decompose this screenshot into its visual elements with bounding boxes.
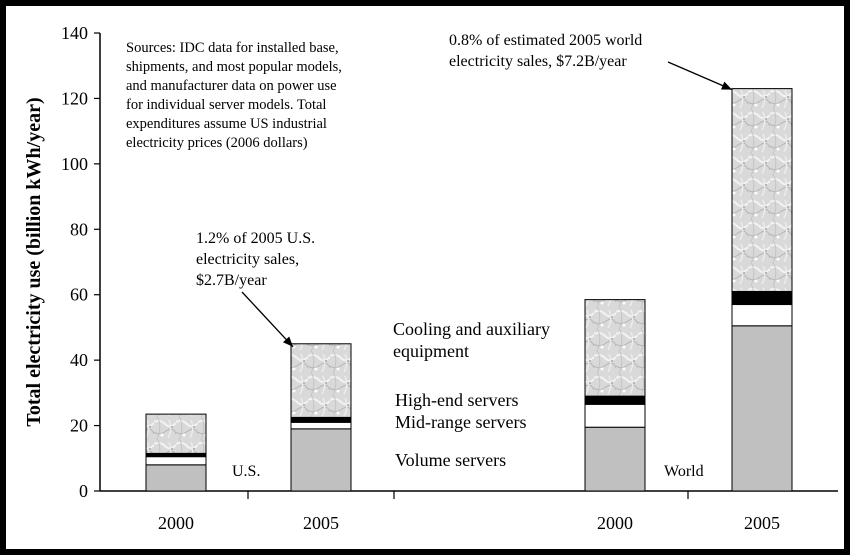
- annotation-arrows: [241, 61, 733, 348]
- bar-segment: [731, 304, 793, 327]
- legend-volume: Volume servers: [395, 450, 507, 470]
- bar-segment: [145, 464, 207, 492]
- bar-segment: [584, 426, 646, 492]
- legend-mid-range: Mid-range servers: [395, 412, 527, 432]
- bar-segment: [290, 343, 352, 418]
- world-2005-annotation: 0.8% of estimated 2005 world electricity…: [449, 32, 643, 70]
- bar-segment: [731, 290, 793, 306]
- bar-segment: [584, 395, 646, 405]
- sources-note: Sources: IDC data for installed base, sh…: [126, 40, 342, 151]
- group-label-us: U.S.: [232, 463, 261, 480]
- y-tick-label: 60: [70, 285, 88, 305]
- bar-segment: [731, 325, 793, 492]
- y-tick-label: 80: [70, 219, 88, 239]
- arrow-head: [721, 81, 732, 90]
- bar-segment: [731, 88, 793, 292]
- group-label-world: World: [664, 463, 704, 480]
- arrow-head: [282, 336, 293, 347]
- tick-labels: 0 20 40 60 80 100 120 140 2000 2005 2000 2005: [61, 23, 780, 533]
- x-tick-label: 2005: [744, 513, 780, 533]
- y-tick-label: 20: [70, 416, 88, 436]
- bar-segment: [290, 416, 352, 423]
- bar-segment: [145, 413, 207, 454]
- arrow-line: [241, 291, 294, 348]
- legend-high-end: High-end servers: [395, 390, 519, 410]
- axes: [94, 32, 838, 499]
- y-tick-label: 140: [61, 23, 88, 43]
- bars: [145, 88, 793, 492]
- y-tick-label: 120: [61, 88, 88, 108]
- x-tick-label: 2000: [158, 513, 194, 533]
- y-tick-label: 100: [61, 154, 88, 174]
- arrow-line: [667, 61, 733, 91]
- y-tick-label: 0: [79, 481, 88, 501]
- y-tick-label: 40: [70, 350, 88, 370]
- bar-segment: [145, 456, 207, 466]
- bar-segment: [584, 403, 646, 428]
- bar-segment: [290, 421, 352, 430]
- x-tick-label: 2005: [303, 513, 339, 533]
- y-axis-label: Total electricity use (billion kWh/year): [23, 97, 45, 426]
- legend-cooling: Cooling and auxiliary equipment: [393, 319, 550, 361]
- bar-segment: [290, 428, 352, 492]
- us-2005-annotation: 1.2% of 2005 U.S. electricity sales, $2.…: [196, 230, 316, 289]
- bar-segment: [584, 299, 646, 397]
- x-tick-label: 2000: [597, 513, 633, 533]
